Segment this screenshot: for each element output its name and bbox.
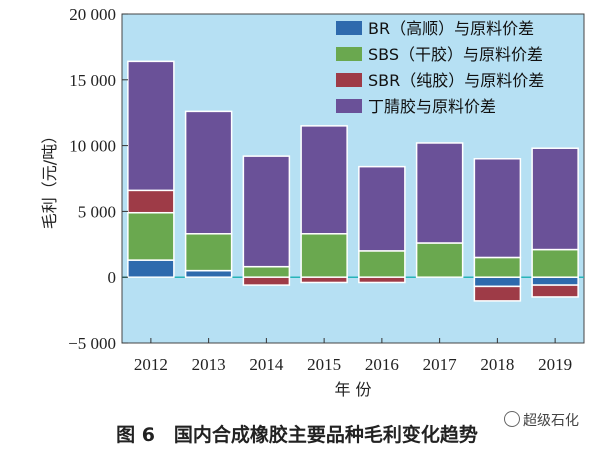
bar-2012-series-0 [127, 259, 175, 278]
bar-2016-series-2 [358, 276, 406, 284]
legend-swatch-3 [336, 99, 362, 113]
bar-2017-series-3 [415, 142, 464, 244]
bar-2015-series-1 [300, 233, 348, 278]
bar-2019-series-3 [531, 147, 579, 251]
x-tick-label: 2017 [423, 355, 458, 374]
watermark: 超级石化 [504, 410, 579, 430]
bar-2018-series-3 [473, 158, 522, 259]
y-tick-label: 5 000 [78, 202, 116, 221]
legend-label-1: SBS（干胶）与原料价差 [368, 45, 543, 64]
bar-2012-series-3 [127, 60, 175, 192]
x-tick-label: 2015 [307, 355, 341, 374]
bar-2018-series-2 [473, 285, 522, 302]
bar-2015-series-2 [300, 276, 348, 284]
y-tick-label: 20 000 [69, 5, 116, 24]
x-tick-label: 2016 [365, 355, 399, 374]
legend-label-3: 丁腈胶与原料价差 [368, 97, 496, 116]
bar-2013-series-3 [184, 110, 233, 235]
bar-2016-series-1 [358, 250, 406, 278]
legend-label-2: SBR（纯胶）与原料价差 [368, 71, 544, 90]
y-tick-label: 0 [108, 268, 117, 287]
bar-2012-series-1 [127, 211, 175, 261]
legend-swatch-2 [336, 73, 362, 87]
bar-2018-series-0 [473, 276, 522, 288]
figure-caption: 图 6 国内合成橡胶主要品种毛利变化趋势 [116, 424, 478, 446]
bar-2014-series-1 [242, 265, 291, 278]
legend-label-0: BR（高顺）与原料价差 [368, 19, 534, 38]
bar-2014-series-3 [242, 155, 291, 268]
bar-2019-series-2 [531, 284, 579, 298]
bar-2018-series-1 [473, 256, 522, 278]
y-tick-label: −5 000 [68, 334, 116, 353]
x-tick-label: 2012 [134, 355, 168, 374]
y-tick-label: 10 000 [69, 137, 116, 156]
bar-2019-series-0 [531, 276, 579, 286]
legend-swatch-0 [336, 21, 362, 35]
wechat-icon [504, 411, 520, 427]
x-axis-title: 年 份 [334, 380, 371, 399]
x-tick-label: 2019 [538, 355, 572, 374]
bar-2015-series-3 [300, 125, 348, 235]
bar-2013-series-1 [184, 233, 233, 272]
y-axis-title: 毛利（元/吨） [40, 128, 59, 229]
legend: BR（高顺）与原料价差 SBS（干胶）与原料价差 SBR（纯胶）与原料价差丁腈胶与原… [336, 19, 544, 116]
bar-2013-series-0 [184, 269, 233, 278]
x-tick-label: 2013 [192, 355, 226, 374]
watermark-text: 超级石化 [523, 413, 579, 429]
y-tick-label: 15 000 [69, 71, 116, 90]
bar-2016-series-3 [358, 165, 406, 252]
legend-swatch-1 [336, 47, 362, 61]
bar-2012-series-2 [127, 189, 175, 214]
bar-2014-series-2 [242, 276, 291, 286]
chart: 20 000 15 000 10 000 5 000 0 −5 000 2012 2013 2… [40, 5, 585, 399]
x-tick-label: 2014 [249, 355, 284, 374]
x-tick-label: 2018 [480, 355, 514, 374]
bar-2019-series-1 [531, 248, 579, 278]
bar-2017-series-1 [415, 242, 464, 278]
